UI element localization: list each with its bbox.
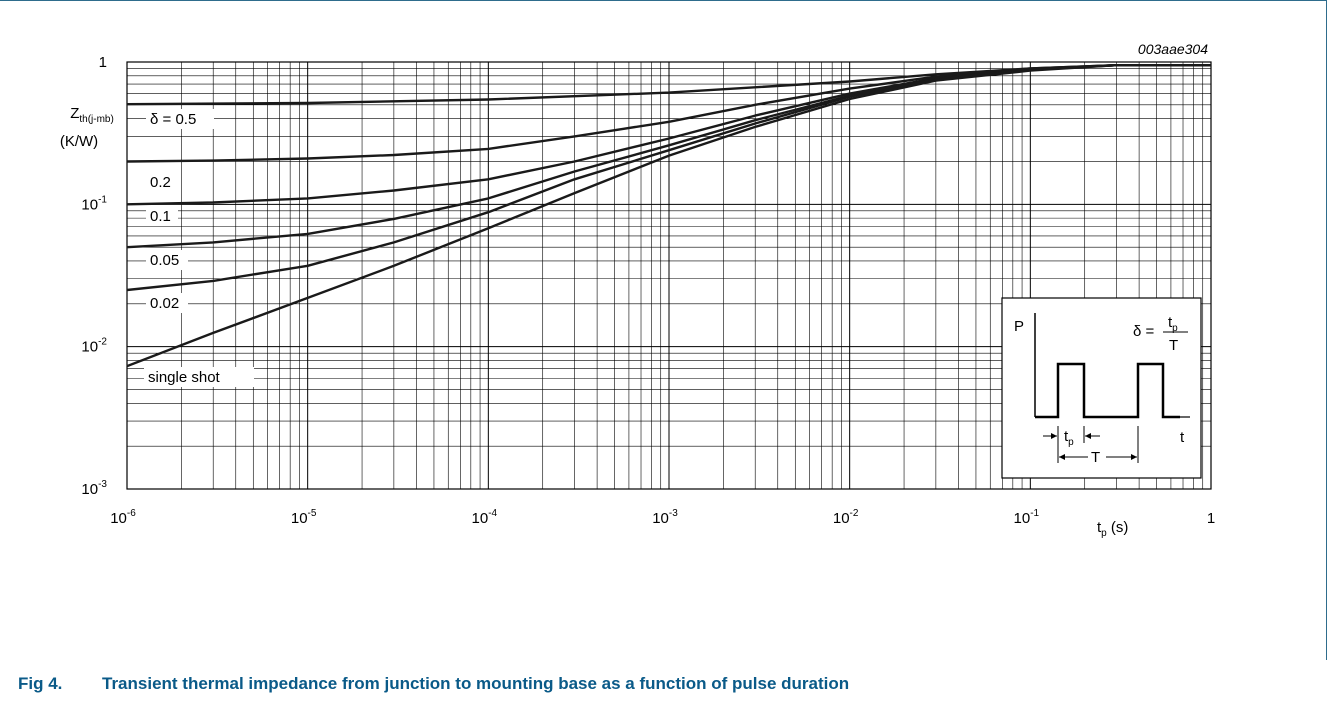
series-label-bg-2 [146,206,178,226]
x-tick-label: 10-3 [652,508,678,527]
figure-frame [0,0,1327,660]
series-label-0: δ = 0.5 [150,111,196,128]
inset-formula-num: tp [1168,314,1178,334]
inset-T-arrowhead-right [1131,454,1137,460]
grid [127,62,1211,489]
series-label-bg-5 [144,367,254,387]
figure-caption-text: Transient thermal impedance from junctio… [102,674,850,693]
inset-tp-arrowhead-left [1051,433,1057,439]
y-tick-label: 10-3 [81,479,107,498]
x-tick-label: 10-2 [833,508,859,527]
figure-caption: Fig 4. Transient thermal impedance from j… [18,674,849,694]
plot-border [126,61,1212,490]
y-tick-label: 10-2 [81,337,107,356]
inset-p-label: P [1014,318,1024,335]
y-axis-unit: (K/W) [60,133,98,150]
figure-caption-number: Fig 4. [18,674,63,693]
figure-code: 003aae304 [1138,41,1208,57]
inset-t-label: t [1180,429,1185,446]
x-tick-label: 10-5 [291,508,317,527]
x-tick-label: 1 [1207,510,1215,527]
series-label-bg-4 [146,293,188,313]
series-label-2: 0.1 [150,208,171,225]
series-labels: δ = 0.5 0.2 0.1 0.05 0.02 single shot [144,109,254,387]
inset-tp-arrowhead-right [1085,433,1091,439]
inset-tp-label: tp [1064,428,1074,448]
inset-T-arrowhead-left [1059,454,1065,460]
curves [126,63,1211,368]
y-tick-label: 10-1 [81,194,107,213]
inset-formula-lhs: δ = [1133,323,1155,340]
series-label-1: 0.2 [150,174,171,191]
x-tick-label: 10-4 [472,508,498,527]
x-tick-label: 10-6 [110,508,136,527]
x-axis-label: tp (s) [1097,519,1128,539]
y-tick-label: 1 [99,54,107,71]
y-axis-label: Zth(j-mb) [70,105,114,125]
series-label-3: 0.05 [150,252,179,269]
inset-pulse-waveform [1035,362,1180,419]
series-line-5 [126,63,1211,368]
pulse-inset: P t δ = tp T tp T [1001,297,1202,479]
series-label-5: single shot [148,369,221,386]
tick-labels: 10-6 10-5 10-4 10-3 10-2 10-1 1 10-3 10-2 10-1 1 [81,54,1215,527]
series-label-bg-3 [146,250,188,270]
x-tick-label: 10-1 [1014,508,1040,527]
series-label-bg-0 [146,109,214,129]
inset-formula-den: T [1169,337,1178,354]
series-label-4: 0.02 [150,295,179,312]
inset-T-label: T [1091,449,1100,466]
series-label-bg-1 [146,172,178,192]
